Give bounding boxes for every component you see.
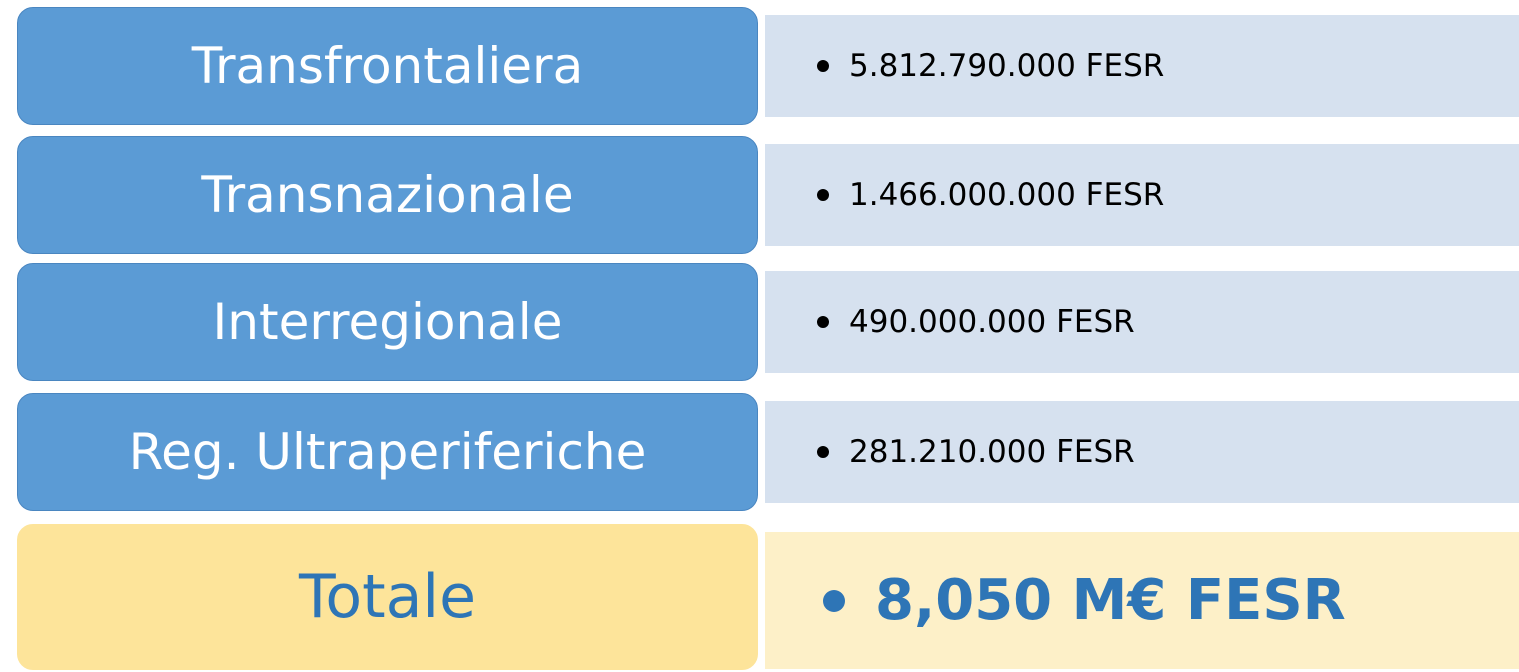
- category-box: Transnazionale: [15, 134, 760, 256]
- total-value: 8,050 M€ FESR: [875, 568, 1346, 633]
- category-box: Interregionale: [15, 261, 760, 383]
- value-box: 5.812.790.000 FESR: [765, 15, 1519, 117]
- value-text: 1.466.000.000 FESR: [849, 177, 1165, 213]
- value-text: 281.210.000 FESR: [849, 434, 1135, 470]
- bullet: [817, 60, 829, 72]
- bullet: [817, 189, 829, 201]
- total-box: Totale: [15, 522, 760, 672]
- value-box: 490.000.000 FESR: [765, 271, 1519, 373]
- bullet: [823, 589, 845, 612]
- value-text: 490.000.000 FESR: [849, 304, 1135, 340]
- category-box: Transfrontaliera: [15, 5, 760, 127]
- category-label: Interregionale: [212, 293, 563, 351]
- category-box: Reg. Ultraperiferiche: [15, 391, 760, 513]
- value-text: 5.812.790.000 FESR: [849, 48, 1165, 84]
- category-label: Transfrontaliera: [191, 37, 584, 95]
- category-label: Transnazionale: [201, 166, 574, 224]
- bullet: [817, 316, 829, 328]
- category-label: Reg. Ultraperiferiche: [128, 423, 647, 481]
- bullet: [817, 446, 829, 458]
- total-label: Totale: [298, 562, 477, 632]
- value-box: 281.210.000 FESR: [765, 401, 1519, 503]
- value-box: 1.466.000.000 FESR: [765, 144, 1519, 246]
- total-value-box: 8,050 M€ FESR: [765, 532, 1519, 669]
